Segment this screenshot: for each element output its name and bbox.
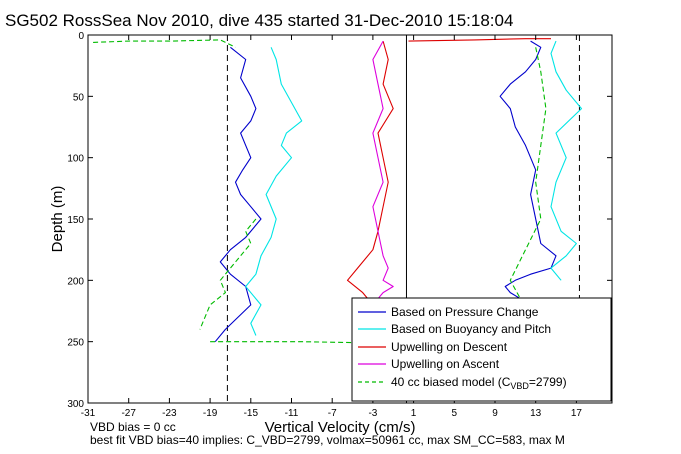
best-fit-note: best fit VBD bias=40 implies: C_VBD=2799… — [90, 433, 565, 447]
series-4-line-2 — [210, 341, 409, 344]
x-tick-label-2: -23 — [162, 408, 177, 419]
x-tick-label-7: -3 — [368, 408, 377, 419]
legend-label-buoyancy: Based on Buoyancy and Pitch — [391, 322, 551, 336]
legend: Based on Pressure Change Based on Buoyan… — [351, 297, 612, 402]
x-tick-label-12: 17 — [571, 408, 583, 419]
x-tick-label-4: -15 — [244, 408, 259, 419]
x-tick-label-1: -27 — [121, 408, 136, 419]
x-axis-ticks: -31 -27 -23 -19 -15 -11 -7 -3 1 5 9 13 17 — [81, 35, 583, 419]
chart-title: SG502 RossSea Nov 2010, dive 435 started… — [5, 11, 513, 30]
y-tick-label-3: 150 — [67, 215, 84, 226]
x-tick-label-11: 13 — [530, 408, 542, 419]
x-axis-label: Vertical Velocity (cm/s) — [265, 419, 416, 436]
x-tick-label-3: -19 — [203, 408, 218, 419]
y-axis-label: Depth (m) — [49, 186, 66, 253]
legend-model-suffix: =2799) — [529, 375, 567, 389]
legend-model-prefix: 40 cc biased model (C — [391, 375, 511, 389]
legend-label-ascent: Upwelling on Ascent — [391, 357, 500, 371]
y-tick-label-2: 100 — [67, 154, 84, 165]
x-tick-label-10: 9 — [492, 408, 498, 419]
legend-label-descent: Upwelling on Descent — [391, 340, 508, 354]
series-3 — [372, 40, 394, 300]
legend-label-model: 40 cc biased model (CVBD=2799) — [391, 375, 567, 391]
series-0-line-1 — [499, 40, 557, 300]
y-axis-ticks: 0 50 100 150 200 250 300 — [67, 31, 612, 410]
series-0 — [214, 40, 557, 343]
y-tick-label-4: 200 — [67, 276, 84, 287]
series-1 — [245, 40, 583, 336]
series-layer — [93, 38, 583, 344]
series-3-line-0 — [372, 40, 394, 300]
legend-model-sub: VBD — [510, 381, 529, 391]
plot-area: -31 -27 -23 -19 -15 -11 -7 -3 1 5 9 13 17 0501001502… — [67, 31, 613, 419]
series-0-line-0 — [214, 46, 262, 343]
legend-label-pressure: Based on Pressure Change — [391, 305, 539, 319]
x-tick-label-5: -11 — [285, 408, 299, 419]
series-4-line-1 — [199, 218, 257, 330]
y-tick-label-0: 0 — [78, 31, 84, 42]
series-4 — [93, 39, 547, 344]
series-2-line-1 — [408, 38, 551, 42]
y-tick-label-6: 300 — [67, 399, 84, 410]
x-tick-label-9: 5 — [452, 408, 458, 419]
series-1-line-1 — [550, 40, 583, 281]
legend-box — [351, 297, 612, 402]
series-1-line-0 — [245, 47, 303, 336]
vbd-bias-note: VBD bias = 0 cc — [90, 420, 176, 434]
x-tick-label-6: -7 — [328, 408, 337, 419]
x-tick-label-0: -31 — [81, 408, 96, 419]
y-tick-label-5: 250 — [67, 338, 84, 349]
x-tick-label-8: 1 — [411, 408, 417, 419]
y-tick-label-1: 50 — [73, 92, 85, 103]
series-4-line-0 — [93, 39, 236, 48]
